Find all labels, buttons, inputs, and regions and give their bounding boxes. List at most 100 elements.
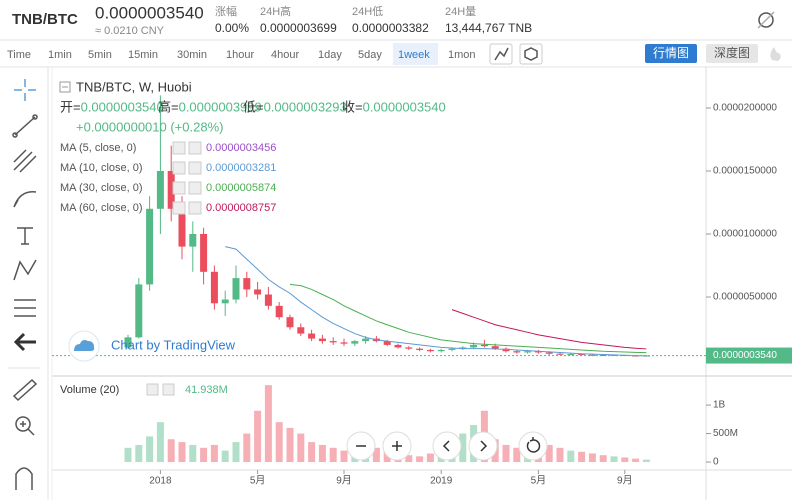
volume-bar [286, 427, 294, 463]
fib-tool[interactable] [13, 149, 37, 173]
timeframe[interactable]: 4hour [271, 49, 299, 61]
candle-body [578, 353, 586, 355]
volume-bar [578, 451, 586, 463]
magnet-tool[interactable] [15, 467, 33, 490]
timeframe[interactable]: 5min [88, 49, 112, 61]
volume-bar [135, 444, 143, 463]
volume-bar [610, 456, 618, 463]
candle-body [470, 344, 478, 348]
zoom-in-button[interactable] [382, 431, 412, 461]
ma-line [451, 309, 647, 350]
tab[interactable] [645, 44, 697, 63]
reset-button[interactable] [518, 431, 548, 461]
timeframe[interactable]: 1day [318, 49, 342, 61]
candle-body [394, 344, 402, 348]
candle-body [124, 337, 132, 348]
ma-close[interactable] [188, 141, 202, 155]
candle-body [362, 338, 370, 342]
candle-body [405, 347, 413, 349]
ma-name: MA (5, close, 0) [60, 142, 136, 154]
timeframe[interactable]: 1week [398, 49, 430, 61]
volume-bar [632, 458, 640, 463]
volume-bar [588, 453, 596, 463]
ohlc-label: 低= [243, 99, 264, 114]
volume-bar [232, 442, 240, 463]
candle-body [545, 352, 553, 354]
pattern-tool[interactable] [13, 259, 37, 281]
volume-bar [264, 385, 272, 463]
ma-settings[interactable] [172, 141, 186, 155]
settings-icon[interactable] [757, 11, 775, 29]
timeframe[interactable]: 1hour [226, 49, 254, 61]
timeframe[interactable]: 1mon [448, 49, 476, 61]
x-tick-label: 9月 [617, 475, 633, 487]
timeframe[interactable]: Time [7, 49, 31, 61]
stats: 涨幅 0.00% 24H高 0.0000003699 24H低 0.0000003382 2… [215, 4, 532, 35]
ruler-tool[interactable] [12, 378, 38, 402]
candle-body [502, 348, 510, 352]
volume-close[interactable] [162, 383, 175, 396]
x-tick-label: 2019 [430, 476, 453, 487]
volume-bar [372, 447, 380, 463]
line-tool[interactable] [12, 114, 38, 138]
ma-close[interactable] [188, 161, 202, 175]
legend: TNB/BTC, W, Huobi +0.0000000010 (+0.28%)… [59, 79, 446, 215]
text-tool[interactable] [17, 227, 33, 245]
settings-button[interactable] [519, 43, 543, 65]
candle-body [146, 208, 154, 285]
candle-body [448, 348, 456, 350]
chart-type-button[interactable] [489, 43, 513, 65]
volume-tick-label: 500M [713, 428, 738, 439]
timeframe[interactable]: 30min [177, 49, 207, 61]
zoom-tool[interactable] [15, 416, 35, 436]
stat-value: 0.0000003699 [260, 21, 337, 35]
volume-bar [502, 444, 510, 463]
ma-value: 0.0000003281 [206, 162, 276, 174]
ma-settings[interactable] [172, 181, 186, 195]
volume-bar [405, 455, 413, 463]
timeframe[interactable]: 1min [48, 49, 72, 61]
ma-close[interactable] [188, 201, 202, 215]
volume-bar [340, 450, 348, 463]
x-tick-label: 5月 [250, 475, 266, 487]
tab[interactable] [706, 44, 758, 63]
ma-value: 0.0000003456 [206, 142, 276, 154]
measure-tool[interactable] [14, 299, 36, 317]
timeframe[interactable]: 5day [358, 49, 382, 61]
ma-close[interactable] [188, 181, 202, 195]
scroll-right-button[interactable] [468, 431, 498, 461]
watermark-text: Chart by TradingView [111, 337, 236, 352]
back-tool[interactable] [13, 332, 36, 352]
volume-bar [513, 447, 521, 463]
stat-label: 24H低 [352, 5, 383, 18]
left-toolbar [8, 67, 49, 500]
volume-bar [124, 447, 132, 463]
active-timeframe [393, 43, 438, 65]
last-price-label: 0.0000003540 [713, 350, 777, 361]
candle-body [275, 305, 283, 318]
timeframe[interactable]: 15min [128, 49, 158, 61]
zoom-out-button[interactable] [346, 431, 376, 461]
stat-value: 0.0000003382 [352, 21, 429, 35]
ma-value: 0.0000005874 [206, 182, 276, 194]
candle-body [135, 284, 143, 338]
candle-body [286, 317, 294, 328]
ma-settings[interactable] [172, 201, 186, 215]
volume-bar [416, 456, 424, 463]
volume-last: 41.938M [185, 384, 228, 396]
collapse-box[interactable] [59, 81, 71, 93]
volume-bar [189, 444, 197, 463]
candle-body [221, 299, 229, 304]
ma-line [225, 246, 647, 357]
volume-settings[interactable] [146, 383, 159, 396]
ohlc-value: 0.0000003540 [363, 99, 446, 114]
price: 0.0000003540 [95, 3, 204, 22]
brush-tool[interactable] [13, 191, 37, 208]
volume-bar [545, 444, 553, 463]
scroll-left-button[interactable] [432, 431, 462, 461]
crosshair-tool[interactable] [14, 79, 36, 101]
settings-button-icon [524, 47, 538, 61]
volume-bar [178, 442, 186, 463]
ma-settings[interactable] [172, 161, 186, 175]
candle-body [318, 338, 326, 342]
